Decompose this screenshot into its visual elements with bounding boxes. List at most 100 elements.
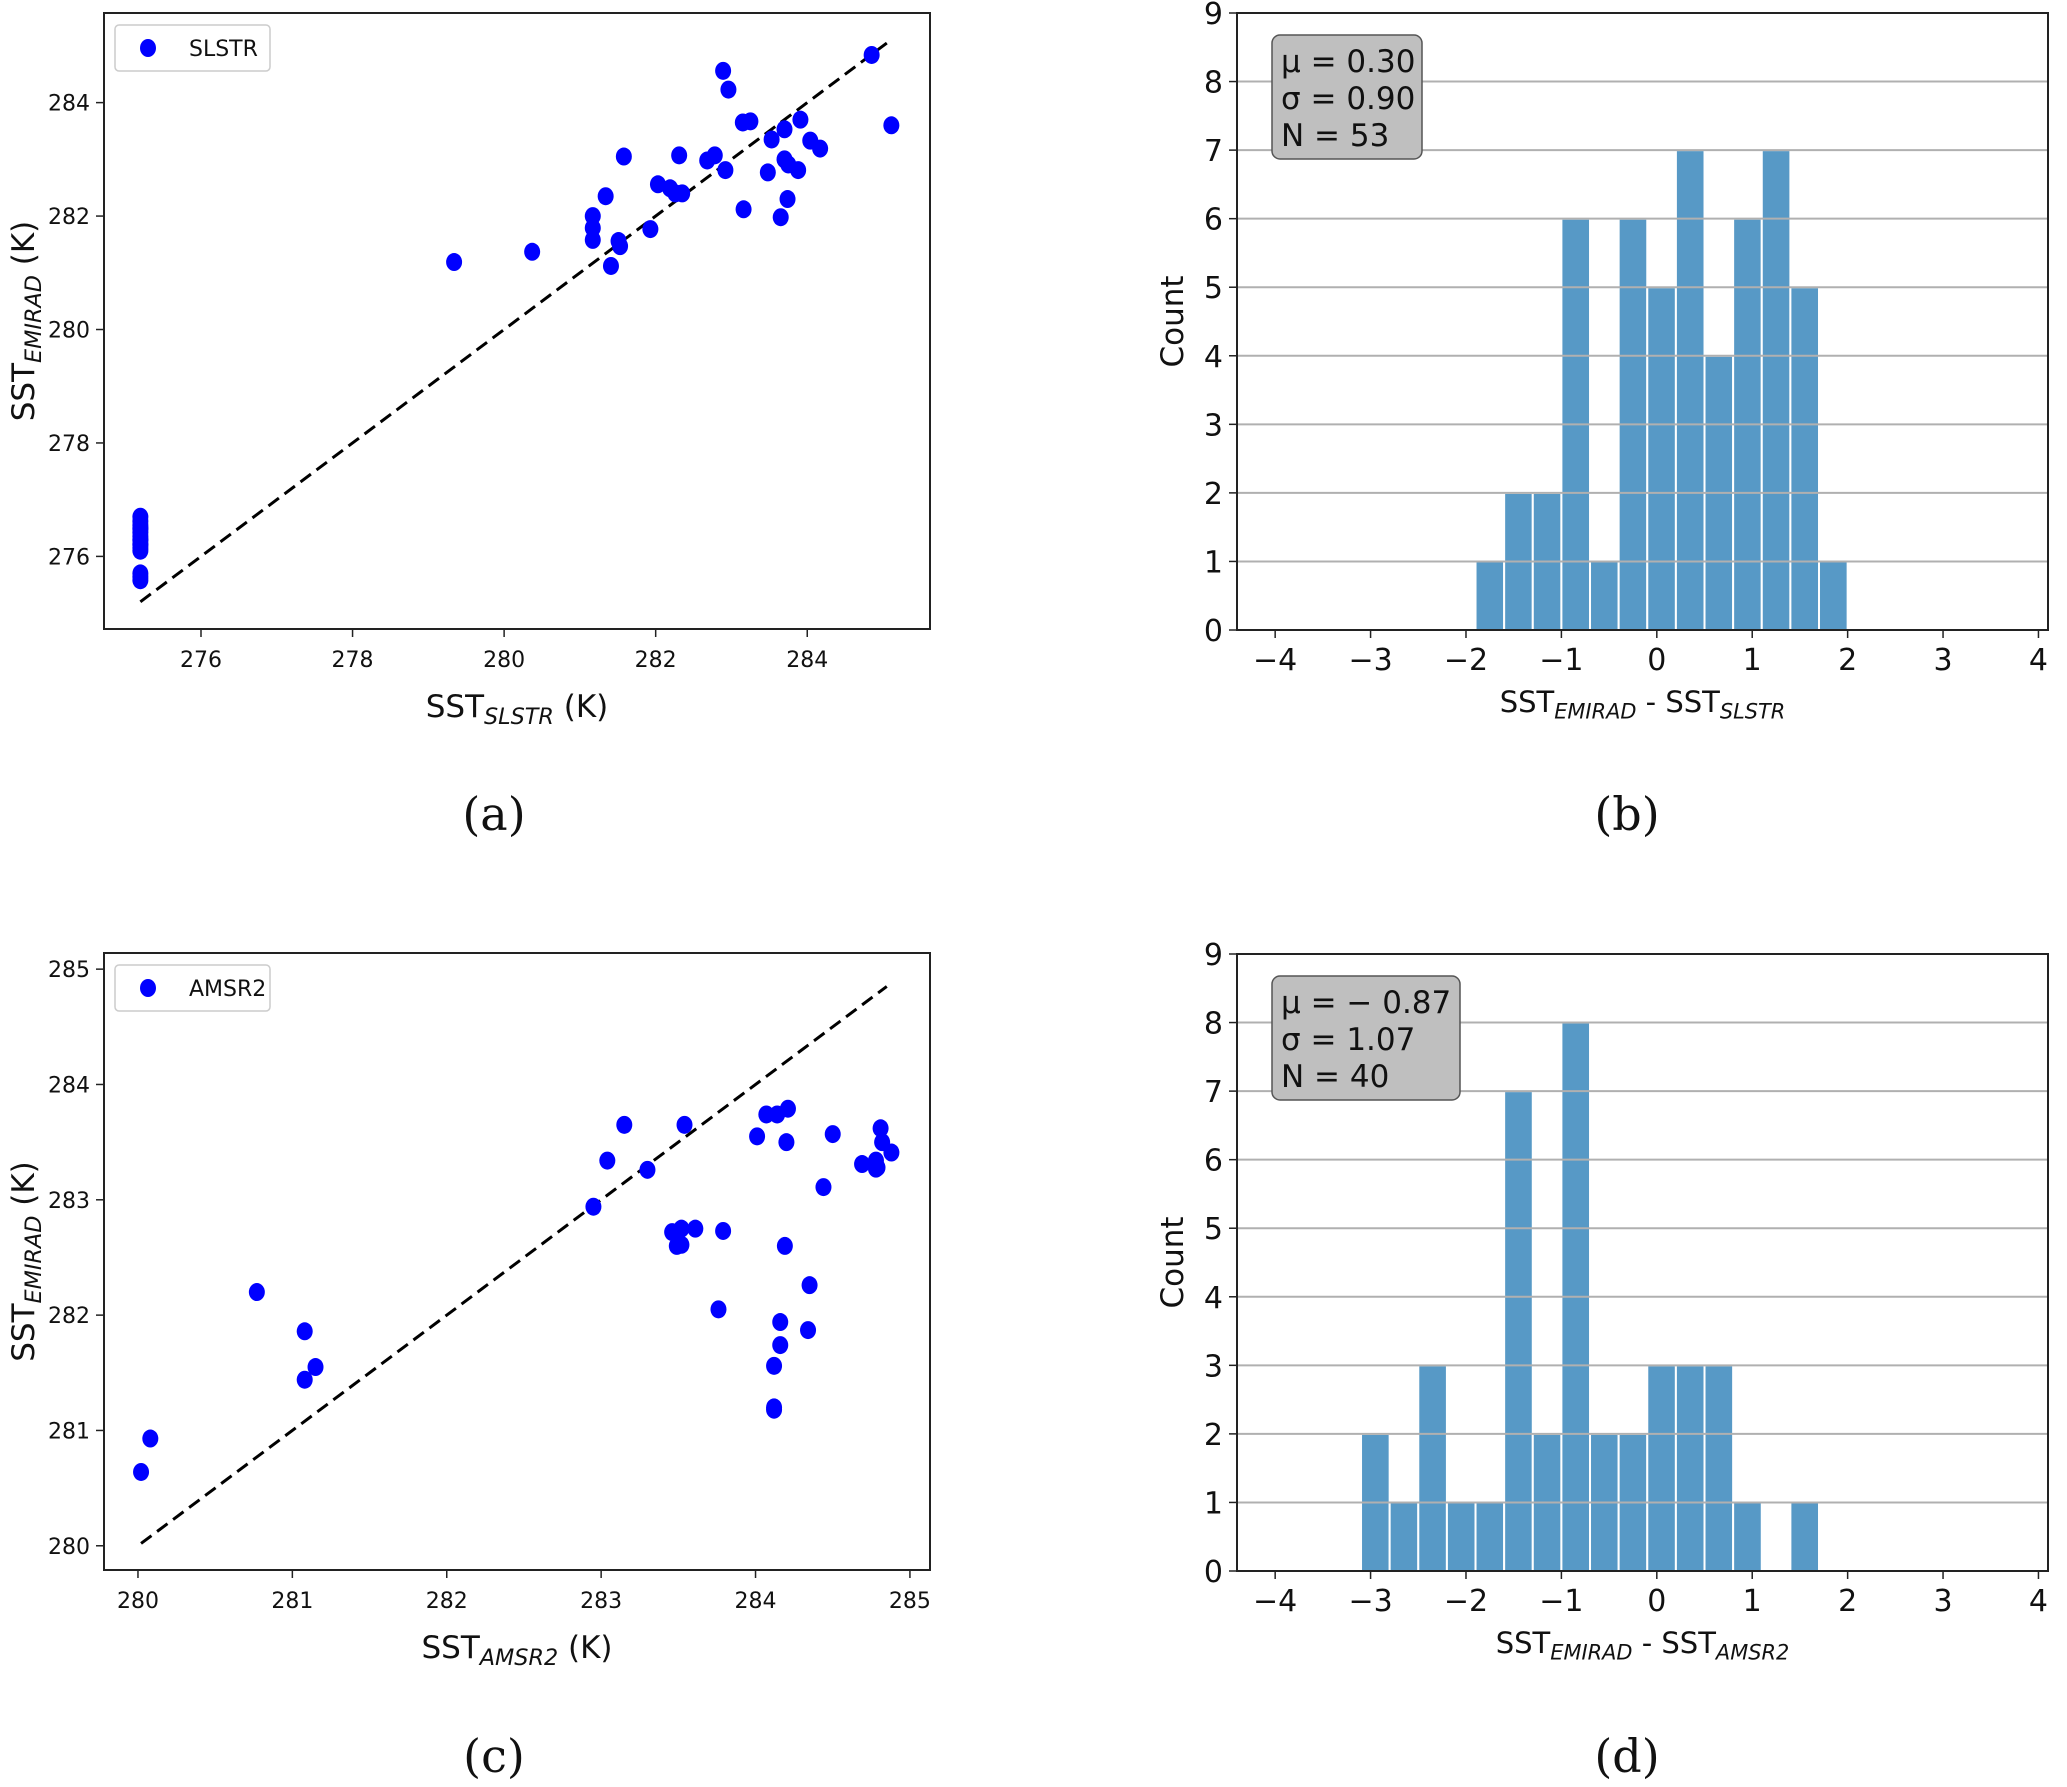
stats-box-background xyxy=(1271,975,1461,1101)
x-tick-label: 285 xyxy=(889,1589,931,1614)
x-tick-label: −4 xyxy=(1253,643,1297,678)
x-tick-label: 282 xyxy=(426,1589,468,1614)
scatter-point xyxy=(710,1300,727,1319)
y-tick-label: 7 xyxy=(1204,134,1223,169)
scatter-point xyxy=(854,1155,871,1174)
x-tick-label: 4 xyxy=(2029,643,2048,678)
scatter-point xyxy=(673,1219,690,1238)
y-tick-label: 282 xyxy=(48,1304,90,1329)
panel-d-histogram-amsr2: −4 −3 −2 −1 0 1 2 3 4 0 1 2 3 4 5 6 7 8 9 μ = − 0.87σ = 1.0… xyxy=(1155,938,2049,1664)
scatter-point xyxy=(612,237,629,256)
x-axis-label-main-1: SST xyxy=(1496,1626,1551,1660)
scatter-point xyxy=(776,120,793,139)
scatter-point xyxy=(800,1321,817,1340)
scatter-point xyxy=(446,253,463,272)
x-tick-label: 276 xyxy=(180,648,222,673)
x-axis-label-sub: AMSR2 xyxy=(478,1645,558,1671)
panel-b-histogram-slstr: −4 −3 −2 −1 0 1 2 3 4 0 1 2 3 4 5 6 7 8 9 μ = 0.30σ = 0.90N… xyxy=(1155,0,2049,723)
histogram-bar xyxy=(1589,560,1620,632)
y-tick-label: 8 xyxy=(1204,1007,1223,1042)
y-tick-label: 285 xyxy=(48,958,90,983)
stats-count: N = 53 xyxy=(1281,118,1389,154)
x-axis-label-unit: (K) xyxy=(554,689,608,725)
y-axis-label-unit: (K) xyxy=(6,221,42,275)
scatter-point xyxy=(615,147,632,166)
scatter-point xyxy=(763,130,780,149)
x-axis-label: SSTEMIRAD - SSTAMSR2 xyxy=(1496,1626,1790,1664)
scatter-point xyxy=(616,1115,633,1134)
y-tick-label: 284 xyxy=(48,92,90,117)
panel-c-scatter-amsr2: 280 281 282 283 284 285 280 281 282 283 284 285 AMSR… xyxy=(6,952,931,1671)
x-tick-label: 1 xyxy=(1743,1584,1762,1619)
stats-box: μ = − 0.87σ = 1.07N = 40 xyxy=(1271,975,1461,1101)
x-tick-label: 4 xyxy=(2029,1584,2048,1619)
panel-label-b: (b) xyxy=(1594,787,1659,841)
histogram-bar xyxy=(1503,1090,1534,1572)
x-axis-label-sub-1: EMIRAD xyxy=(1554,699,1636,723)
x-tick-label: −3 xyxy=(1348,643,1392,678)
y-tick-label: 2 xyxy=(1204,477,1223,512)
stats-box-background xyxy=(1271,34,1423,160)
y-tick-label: 3 xyxy=(1204,408,1223,443)
stats-count: N = 40 xyxy=(1281,1059,1389,1095)
x-axis-label-main-2: SST xyxy=(1661,1626,1716,1660)
y-tick-label: 6 xyxy=(1204,1144,1223,1179)
scatter-point xyxy=(883,116,900,135)
x-tick-label: 280 xyxy=(117,1589,159,1614)
identity-line xyxy=(140,985,888,1545)
x-axis-label-unit: (K) xyxy=(558,1630,612,1666)
scatter-point xyxy=(824,1125,841,1144)
y-tick-label: 276 xyxy=(48,545,90,570)
y-tick-label: 8 xyxy=(1204,66,1223,101)
histogram-bar xyxy=(1703,1364,1735,1573)
scatter-point xyxy=(597,187,614,206)
x-tick-label: 3 xyxy=(1934,1584,1953,1619)
scatter-point xyxy=(790,161,807,180)
legend-marker xyxy=(140,39,156,57)
x-axis-label-main-2: SST xyxy=(1665,685,1720,719)
x-axis-label-separator: - xyxy=(1632,1626,1661,1660)
x-tick-label: 0 xyxy=(1647,643,1666,678)
scatter-point xyxy=(867,1159,884,1178)
scatter-point xyxy=(142,1429,159,1448)
y-tick-label: 0 xyxy=(1204,614,1223,649)
scatter-point xyxy=(584,230,601,249)
y-tick-label: 283 xyxy=(48,1189,90,1214)
x-axis-label-sub-2: AMSR2 xyxy=(1714,1640,1789,1664)
histogram-bar xyxy=(1674,149,1706,631)
scatter-point xyxy=(766,1356,783,1375)
x-axis-label-main-1: SST xyxy=(1500,685,1555,719)
stats-mean: μ = 0.30 xyxy=(1281,44,1415,80)
x-tick-label: −4 xyxy=(1253,1584,1297,1619)
stats-box: μ = 0.30σ = 0.90N = 53 xyxy=(1271,34,1423,160)
histogram-bar xyxy=(1818,560,1849,632)
y-tick-label: 9 xyxy=(1204,0,1223,32)
scatter-point xyxy=(296,1370,313,1389)
legend-box xyxy=(114,24,271,72)
scatter-point xyxy=(248,1283,265,1302)
legend-label: SLSTR xyxy=(189,37,258,62)
panel-label-a: (a) xyxy=(462,787,525,841)
scatter-point xyxy=(715,1221,732,1240)
scatter-point xyxy=(779,190,796,209)
identity-line xyxy=(139,41,888,603)
histogram-bar xyxy=(1474,560,1506,632)
histogram-bar xyxy=(1760,149,1792,631)
scatter-point xyxy=(133,1462,150,1481)
y-tick-label: 4 xyxy=(1204,1281,1223,1316)
x-axis-label-separator: - xyxy=(1636,685,1665,719)
scatter-point xyxy=(699,151,716,170)
y-tick-label: 281 xyxy=(48,1419,90,1444)
histogram-bar xyxy=(1474,1501,1506,1573)
x-axis-label-sub-2: SLSTR xyxy=(1720,699,1785,723)
y-tick-label: 282 xyxy=(48,205,90,230)
scatter-point xyxy=(132,571,149,590)
scatter-point xyxy=(883,1143,900,1162)
plot-frame xyxy=(1236,12,2049,631)
scatter-point xyxy=(715,61,732,80)
x-axis-label-sub-1: EMIRAD xyxy=(1550,1640,1632,1664)
scatter-point xyxy=(676,1115,693,1134)
scatter-point xyxy=(742,112,759,131)
y-axis-label: Count xyxy=(1155,1216,1191,1308)
